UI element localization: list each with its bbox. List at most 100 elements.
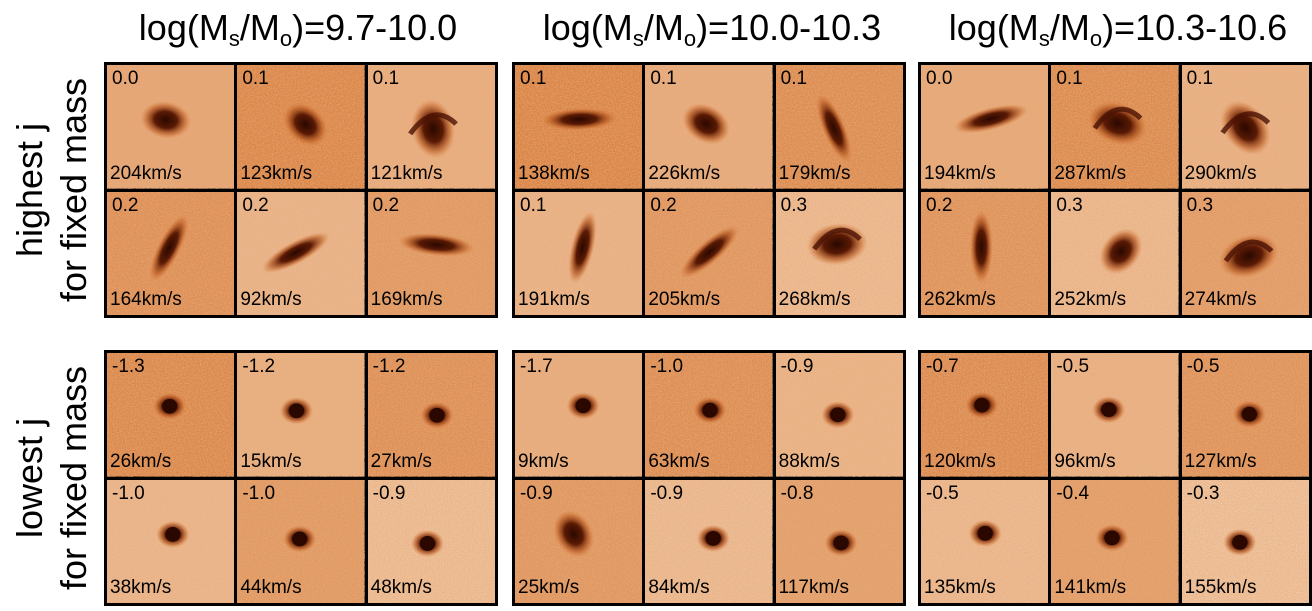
specific-angular-momentum-label: 0.1 (1186, 68, 1214, 89)
specific-angular-momentum-label: 0.0 (926, 68, 953, 89)
galaxy-thumbnail: 0.2 205km/s (645, 191, 773, 315)
galaxy-shape (568, 210, 597, 284)
galaxy-image (515, 65, 643, 189)
specific-angular-momentum-label: 0.2 (372, 194, 400, 216)
velocity-label: 25km/s (518, 577, 580, 598)
velocity-label: 290km/s (1184, 162, 1257, 184)
specific-angular-momentum-label: -0.8 (780, 482, 814, 504)
specific-angular-momentum-label: -0.9 (372, 482, 406, 504)
galaxy-thumbnail: 0.1 179km/s (775, 65, 903, 189)
galaxy-thumbnail: -1.3 26km/s (107, 353, 235, 477)
galaxy-thumbnail: -0.4 141km/s (1051, 479, 1179, 603)
galaxy-shape (1088, 101, 1148, 146)
velocity-label: 262km/s (924, 289, 996, 310)
velocity-label: 88km/s (778, 450, 840, 472)
specific-angular-momentum-label: 0.2 (926, 194, 953, 216)
specific-angular-momentum-label: 0.1 (1056, 68, 1083, 89)
galaxy-thumbnail: -0.5 96km/s (1051, 353, 1179, 477)
specific-angular-momentum-label: 0.2 (242, 194, 269, 216)
galaxy-thumbnail: -0.7 120km/s (921, 353, 1049, 477)
galaxy-image (1181, 65, 1309, 189)
galaxy-image (107, 479, 235, 603)
velocity-label: 204km/s (110, 162, 182, 184)
galaxy-thumbnail: -0.8 117km/s (775, 479, 903, 603)
galaxy-image (921, 353, 1049, 477)
galaxy-shape (1218, 233, 1279, 278)
velocity-label: 123km/s (240, 162, 313, 184)
galaxy-thumbnail: -0.9 25km/s (515, 479, 643, 603)
galaxy-shape (815, 93, 852, 163)
velocity-label: 268km/s (778, 289, 851, 310)
panel-lowest-j-mass-bin-1: -1.3 26km/s -1.2 15km/s -1.2 27km/s -1.0 38km/s… (104, 350, 498, 606)
galaxy-thumbnail: -0.5 135km/s (921, 479, 1049, 603)
galaxy-thumbnail: 0.1 191km/s (515, 191, 643, 315)
velocity-label: 117km/s (778, 577, 850, 598)
galaxy-shape (1092, 396, 1126, 424)
column-title-mass-bin-2: log(Ms/Mo)=10.0-10.3 (542, 7, 882, 51)
specific-angular-momentum-label: 0.3 (1186, 194, 1214, 216)
galaxy-thumbnail: 0.2 169km/s (367, 191, 495, 315)
velocity-label: 44km/s (240, 577, 302, 598)
galaxy-shape (824, 528, 858, 556)
specific-angular-momentum-label: 0.1 (372, 68, 400, 89)
specific-angular-momentum-label: 0.1 (242, 68, 269, 89)
panel-highest-j-mass-bin-1: 0.0 204km/s 0.1 123km/s 0.1 121km/s 0.2 164km/s… (104, 62, 498, 318)
galaxy-thumbnail: 0.3 274km/s (1181, 191, 1309, 315)
specific-angular-momentum-label: -1.0 (242, 482, 276, 504)
row-label-lowest-j: lowest j for fixed mass (8, 348, 96, 608)
galaxy-shape (1095, 523, 1129, 551)
galaxy-thumbnail: 0.2 164km/s (107, 191, 235, 315)
galaxy-shape (1232, 400, 1266, 428)
galaxy-image (1051, 353, 1179, 477)
galaxy-shape (680, 225, 740, 278)
galaxy-shape (262, 231, 331, 273)
velocity-label: 9km/s (518, 450, 569, 472)
galaxy-thumbnail: -0.9 88km/s (775, 353, 903, 477)
galaxy-shape (965, 391, 999, 419)
galaxy-thumbnail: 0.0 194km/s (921, 65, 1049, 189)
galaxy-shape (693, 396, 727, 424)
specific-angular-momentum-label: -0.7 (926, 356, 959, 377)
galaxy-image (921, 65, 1049, 189)
galaxy-image (645, 479, 773, 603)
specific-angular-momentum-label: 0.3 (780, 194, 808, 216)
galaxy-shape (140, 101, 192, 139)
specific-angular-momentum-label: -0.5 (1186, 356, 1220, 377)
galaxy-thumbnail: 0.0 204km/s (107, 65, 235, 189)
specific-angular-momentum-label: -0.9 (520, 482, 553, 504)
specific-angular-momentum-label: -0.3 (1186, 482, 1220, 504)
specific-angular-momentum-label: -1.2 (372, 356, 406, 377)
galaxy-shape (553, 509, 595, 558)
galaxy-image (107, 353, 235, 477)
galaxy-shape (566, 392, 600, 420)
galaxy-thumbnail: -0.9 48km/s (367, 479, 495, 603)
specific-angular-momentum-label: 0.2 (112, 194, 139, 216)
galaxy-image (775, 353, 903, 477)
specific-angular-momentum-label: -0.5 (926, 482, 959, 504)
specific-angular-momentum-label: 0.1 (520, 194, 547, 216)
galaxy-image (515, 479, 643, 603)
galaxy-image (775, 479, 903, 603)
galaxy-image (921, 479, 1049, 603)
row-label-line-1: highest j (9, 122, 50, 258)
galaxy-shape (696, 524, 731, 552)
galaxy-image (645, 353, 773, 477)
galaxy-thumbnail: -1.2 27km/s (367, 353, 495, 477)
galaxy-shape (820, 401, 855, 429)
velocity-label: 252km/s (1054, 289, 1127, 310)
galaxy-image (1051, 191, 1179, 315)
galaxy-thumbnail: -0.3 155km/s (1181, 479, 1309, 603)
galaxy-image (237, 353, 365, 477)
galaxy-thumbnail: 0.3 252km/s (1051, 191, 1179, 315)
velocity-label: 15km/s (240, 450, 302, 472)
galaxy-thumbnail: 0.3 268km/s (775, 191, 903, 315)
velocity-label: 135km/s (924, 577, 996, 598)
galaxy-thumbnail: 0.1 226km/s (645, 65, 773, 189)
velocity-label: 121km/s (370, 162, 443, 184)
galaxy-image (775, 191, 903, 315)
velocity-label: 169km/s (370, 289, 443, 310)
specific-angular-momentum-label: 0.0 (112, 68, 139, 89)
specific-angular-momentum-label: -0.4 (1056, 482, 1090, 504)
galaxy-image (645, 191, 773, 315)
velocity-label: 155km/s (1184, 577, 1257, 598)
